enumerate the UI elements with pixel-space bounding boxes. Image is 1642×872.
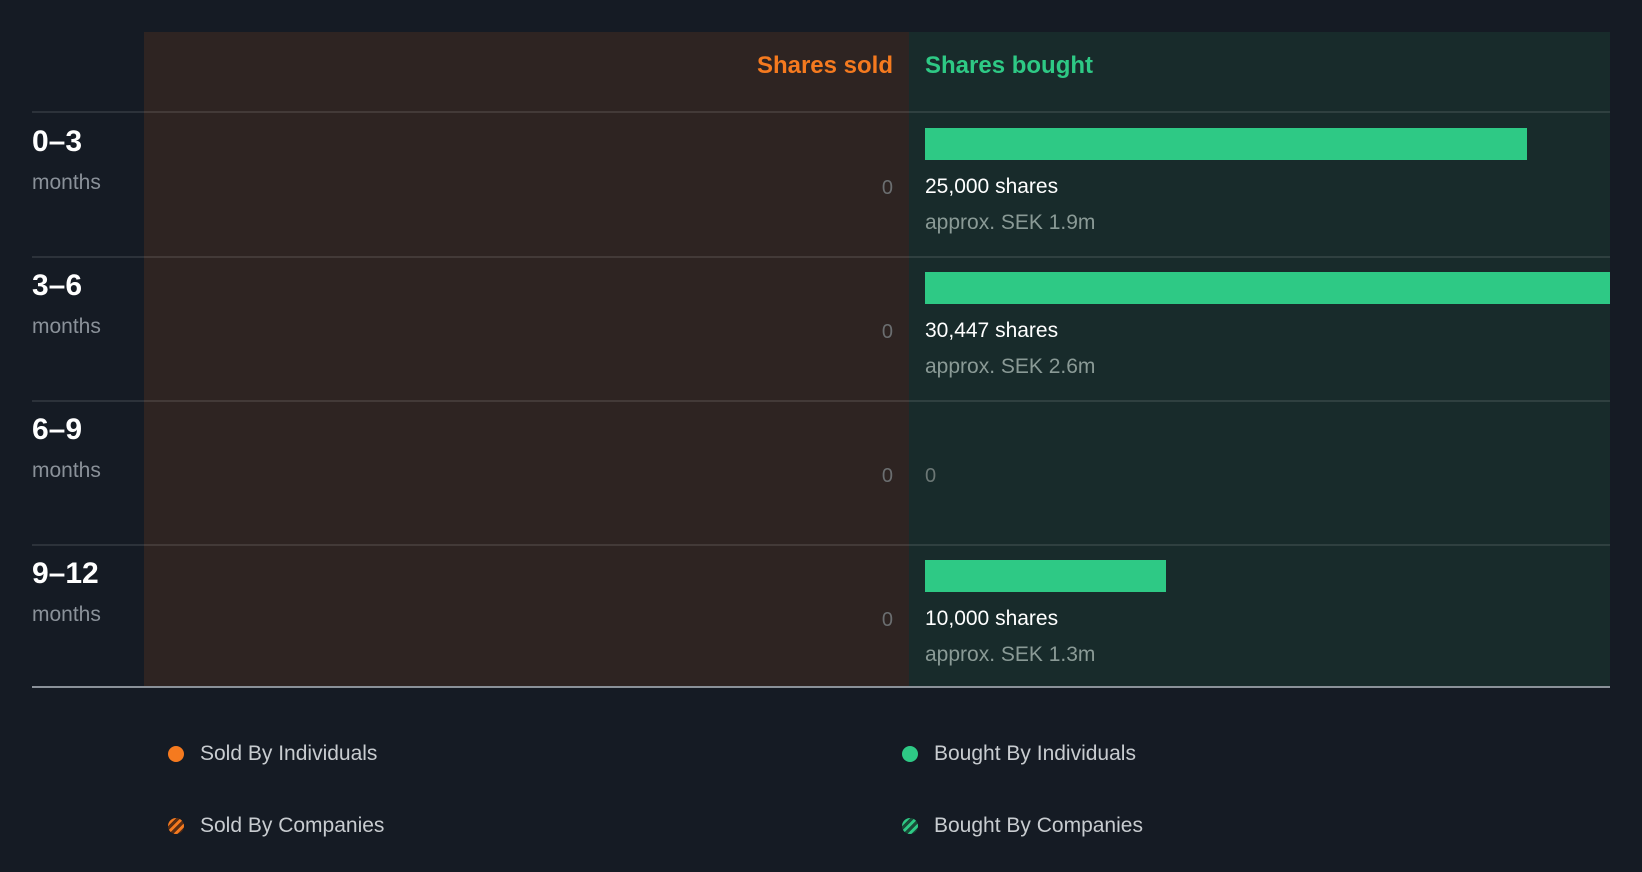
- bought-shares: 10,000 shares: [925, 607, 1059, 630]
- legend-label: Sold By Companies: [200, 814, 385, 837]
- period-unit: months: [32, 603, 101, 626]
- legend-sold-individuals[interactable]: Sold By Individuals: [168, 742, 377, 766]
- sold-panel: [144, 32, 909, 687]
- legend-sold-companies[interactable]: Sold By Companies: [168, 814, 384, 838]
- row-6-9: 6–9 months 0 0: [0, 401, 1642, 545]
- period-unit: months: [32, 315, 101, 338]
- divider: [32, 256, 1610, 258]
- sold-value: 0: [881, 321, 893, 343]
- bought-value: approx. SEK 1.3m: [925, 643, 1096, 666]
- period-unit: months: [32, 459, 101, 482]
- divider: [32, 400, 1610, 402]
- row-3-6: 3–6 months 0 30,447 shares approx. SEK 2…: [0, 257, 1642, 401]
- orange-striped-dot-icon: [168, 818, 184, 834]
- sold-value: 0: [881, 177, 893, 199]
- orange-dot-icon: [168, 746, 184, 762]
- green-dot-icon: [902, 746, 918, 762]
- row-0-3: 0–3 months 0 25,000 shares approx. SEK 1…: [0, 113, 1642, 257]
- bought-value: approx. SEK 2.6m: [925, 355, 1096, 378]
- baseline-axis: [32, 686, 1610, 688]
- legend-label: Sold By Individuals: [200, 742, 378, 765]
- sold-value: 0: [881, 609, 893, 631]
- divider: [32, 544, 1610, 546]
- legend-bought-companies[interactable]: Bought By Companies: [902, 814, 1143, 838]
- green-striped-dot-icon: [902, 818, 918, 834]
- period-unit: months: [32, 171, 101, 194]
- shares-bought-header: Shares bought: [925, 52, 1094, 79]
- period-label: 3–6: [32, 269, 83, 302]
- bought-shares: 30,447 shares: [925, 319, 1059, 342]
- bought-value: approx. SEK 1.9m: [925, 211, 1096, 234]
- period-label: 6–9: [32, 413, 83, 446]
- bought-bar[interactable]: [925, 272, 1610, 304]
- shares-sold-header: Shares sold: [756, 52, 893, 79]
- bought-value: 0: [925, 465, 937, 487]
- row-9-12: 9–12 months 0 10,000 shares approx. SEK …: [0, 545, 1642, 689]
- legend-bought-individuals[interactable]: Bought By Individuals: [902, 742, 1136, 766]
- legend-label: Bought By Individuals: [934, 742, 1136, 765]
- bought-bar[interactable]: [925, 560, 1166, 592]
- bought-shares: 25,000 shares: [925, 175, 1059, 198]
- bought-bar[interactable]: [925, 128, 1527, 160]
- divider: [32, 111, 1610, 113]
- legend-label: Bought By Companies: [934, 814, 1143, 837]
- period-label: 0–3: [32, 125, 83, 158]
- period-label: 9–12: [32, 557, 99, 590]
- sold-value: 0: [881, 465, 893, 487]
